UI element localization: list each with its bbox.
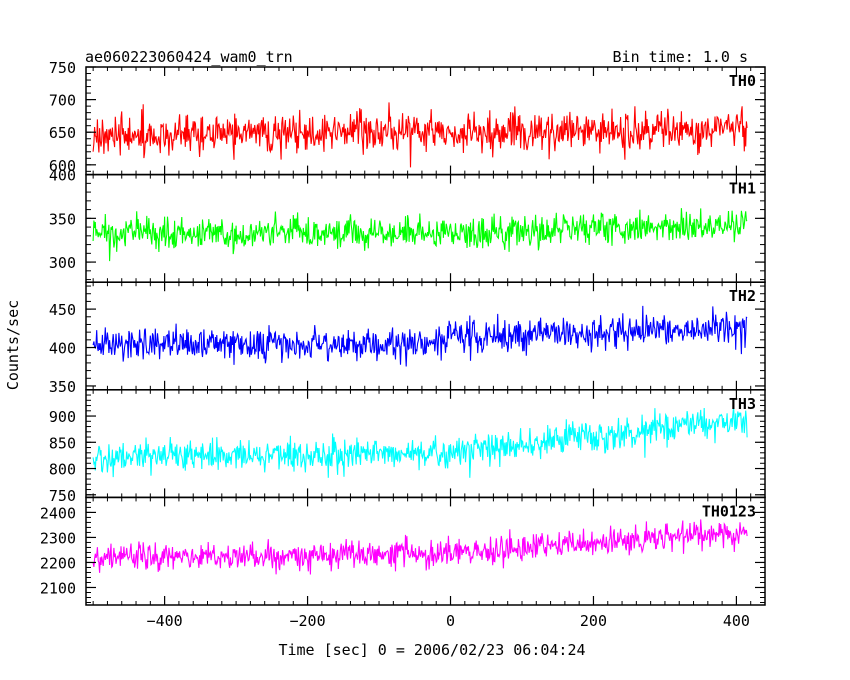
- panel-label-th0123: TH0123: [702, 502, 756, 520]
- series-th0: [92, 102, 748, 168]
- y-tick-label: 750: [49, 59, 76, 77]
- panel-frame-th3: [85, 389, 766, 499]
- y-tick-label: 650: [49, 124, 76, 142]
- y-tick-label: 300: [49, 254, 76, 272]
- panels-group: 600 650 700 750 TH0 300 350 400 TH1 350 400 450 TH2 7…: [40, 59, 766, 630]
- series-th0123: [92, 519, 748, 575]
- panel-frame-th0123: [85, 496, 766, 606]
- series-th1: [92, 208, 748, 262]
- x-tick-label: 0: [446, 612, 455, 630]
- y-axis-label: Counts/sec: [4, 300, 22, 390]
- panel-label-th2: TH2: [729, 287, 756, 305]
- x-tick-label: −400: [147, 612, 183, 630]
- y-tick-label: 700: [49, 92, 76, 110]
- y-tick-label: 350: [49, 378, 76, 396]
- panel-label-th0: TH0: [729, 72, 756, 90]
- x-axis-label: Time [sec] 0 = 2006/02/23 06:04:24: [278, 641, 585, 659]
- panel-label-th1: TH1: [729, 180, 756, 198]
- y-tick-label: 800: [49, 461, 76, 479]
- y-tick-label: 2300: [40, 529, 76, 547]
- y-tick-label: 2400: [40, 504, 76, 522]
- panel-label-th3: TH3: [729, 395, 756, 413]
- x-tick-label: −200: [290, 612, 326, 630]
- chart-title: ae060223060424_wam0_trn: [85, 48, 293, 66]
- y-tick-label: 400: [49, 167, 76, 185]
- x-tick-label: 400: [723, 612, 750, 630]
- series-th2: [92, 305, 748, 367]
- series-th3: [92, 406, 748, 478]
- y-tick-label: 2200: [40, 554, 76, 572]
- y-tick-label: 850: [49, 434, 76, 452]
- x-tick-label: 200: [580, 612, 607, 630]
- y-tick-label: 400: [49, 340, 76, 358]
- y-tick-label: 350: [49, 210, 76, 228]
- bin-time-label: Bin time: 1.0 s: [613, 48, 748, 66]
- y-tick-label: 600: [49, 157, 76, 175]
- y-tick-label: 900: [49, 408, 76, 426]
- y-tick-label: 2100: [40, 579, 76, 597]
- y-tick-label: 450: [49, 301, 76, 319]
- y-tick-label: 750: [49, 487, 76, 505]
